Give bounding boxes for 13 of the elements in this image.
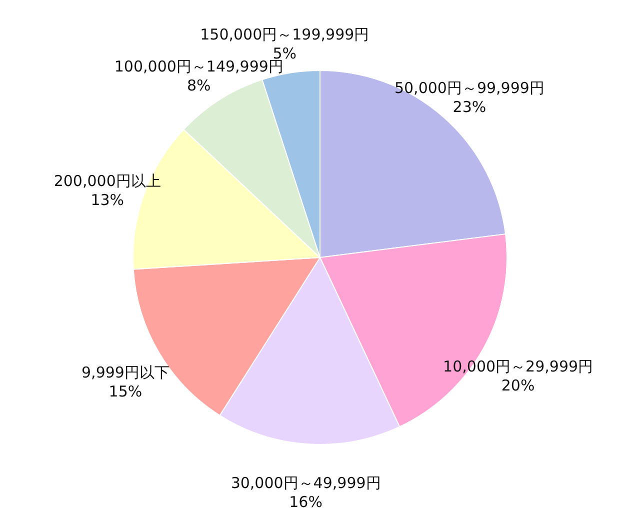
- slice-label: 100,000円～149,999円: [114, 58, 284, 76]
- slice-label: 10,000円～29,999円: [443, 357, 594, 376]
- slice-label: 30,000円～49,999円: [230, 474, 381, 492]
- slice-label: 50,000円～99,999円: [394, 78, 544, 97]
- slice-label: 150,000円～199,999円: [200, 25, 370, 44]
- data-label: 13%: [90, 190, 124, 209]
- data-label: 8%: [187, 76, 211, 95]
- data-label: 20%: [501, 376, 535, 394]
- slice-label: 9,999円以下: [81, 364, 170, 382]
- data-label: 16%: [289, 493, 322, 512]
- data-label: 23%: [452, 98, 486, 116]
- slice-label: 200,000円以上: [54, 172, 161, 190]
- data-label: 15%: [108, 382, 142, 401]
